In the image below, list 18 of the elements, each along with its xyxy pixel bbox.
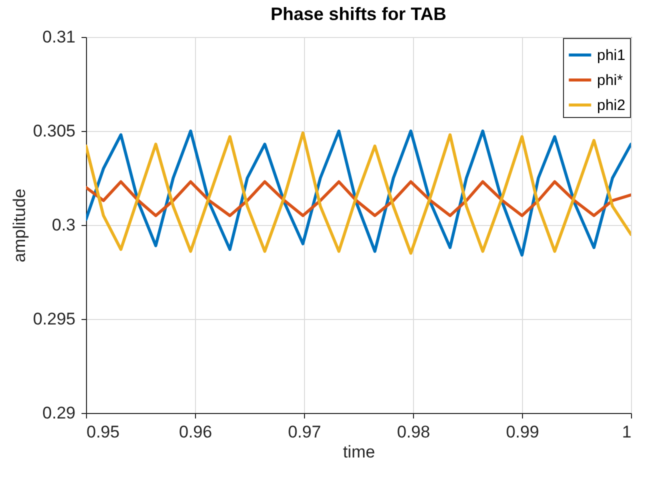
x-tick-label: 0.95 (86, 422, 120, 442)
legend-label: phi2 (597, 97, 626, 114)
y-tick-label: 0.31 (42, 28, 76, 46)
x-tick-label: 0.96 (178, 422, 212, 442)
legend-label: phi* (597, 72, 624, 89)
x-tick-label: 0.97 (288, 422, 322, 442)
x-tick-label: 0.99 (506, 422, 540, 442)
y-tick-label: 0.3 (52, 216, 76, 234)
x-axis-title: time (342, 442, 376, 462)
legend-label: phi1 (597, 47, 626, 64)
y-tick-label: 0.305 (32, 122, 76, 140)
y-tick-label: 0.295 (32, 310, 76, 328)
y-axis-title: amplitude (10, 188, 29, 262)
line-series (86, 180, 631, 218)
y-tick-label: 0.29 (42, 404, 76, 422)
x-tick-label: 0.98 (396, 422, 430, 442)
chart-title: Phase shifts for TAB (270, 4, 446, 24)
x-tick-label: 1 (622, 422, 632, 442)
